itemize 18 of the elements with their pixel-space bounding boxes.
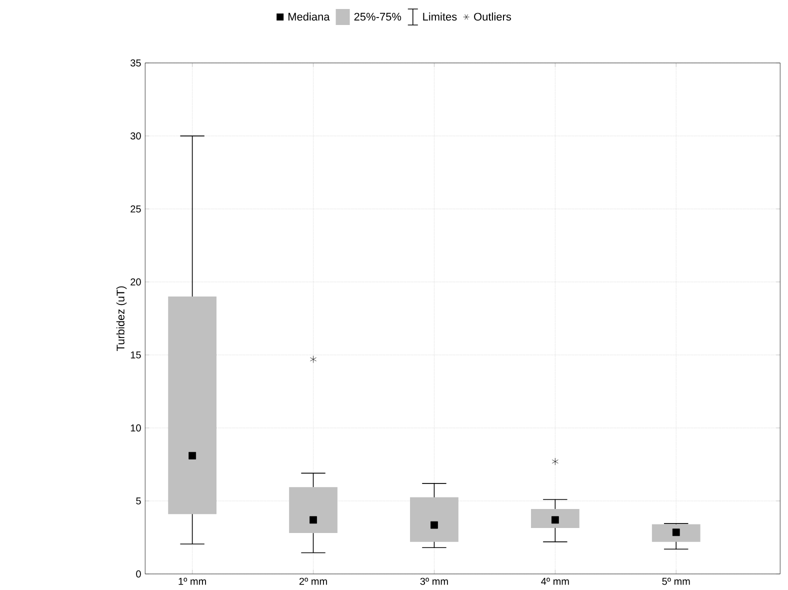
y-tick-label: 35 [130,59,141,66]
y-tick-label: 25 [130,205,141,212]
y-tick-label: 20 [130,278,141,286]
text: Outliers [474,12,512,21]
y-axis-title: Turbidez (uT) [116,286,127,351]
x-tick-label: 4º mm [541,578,569,585]
y-tick-label: 5 [136,497,141,504]
text: Mediana [288,12,330,21]
y-tick-label: 10 [130,424,141,432]
y-tick-label: 15 [130,351,141,358]
x-tick-label: 3º mm [420,578,448,585]
text: 25%-75% [354,12,402,21]
y-tick-label: 30 [130,132,141,140]
y-tick-label: 0 [136,570,141,578]
x-tick-label: 1º mm [178,578,206,585]
x-tick-label: 2º mm [299,578,327,585]
text: Limites [423,12,457,21]
x-tick-label: 5º mm [662,578,690,585]
